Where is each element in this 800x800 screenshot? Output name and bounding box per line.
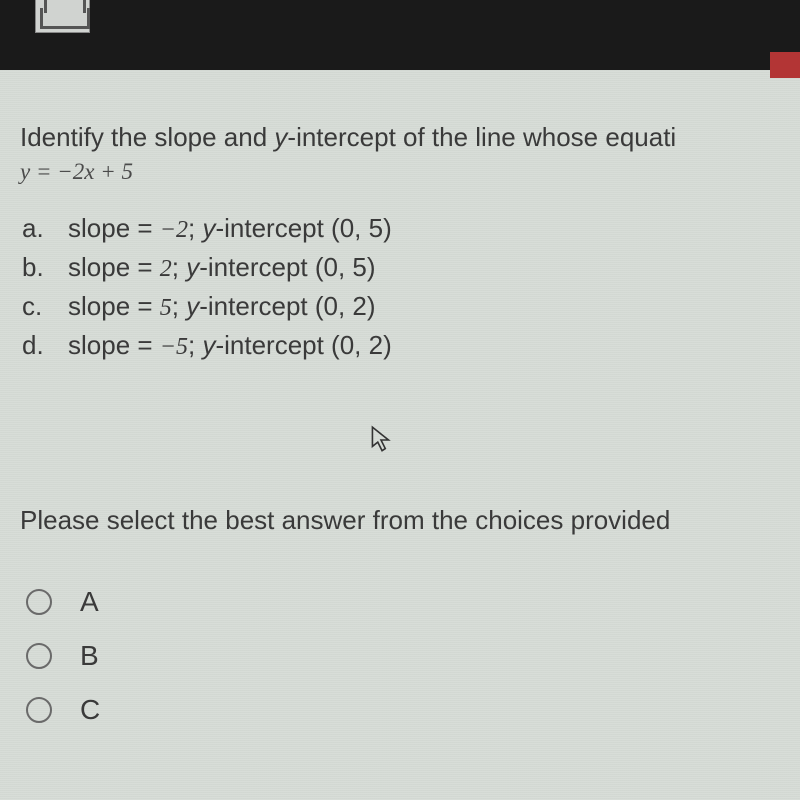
choice-letter: c. [20, 287, 68, 326]
question-panel: Identify the slope and y-intercept of th… [0, 70, 800, 800]
red-accent-mark [770, 52, 800, 78]
choice-a: a. slope = −2; y-intercept (0, 5) [20, 209, 780, 248]
choice-d: d. slope = −5; y-intercept (0, 2) [20, 326, 780, 365]
choice-letter: d. [20, 326, 68, 365]
answer-choices-block: a. slope = −2; y-intercept (0, 5) b. slo… [20, 209, 780, 365]
prompt-y-italic: y [274, 122, 287, 152]
print-icon[interactable] [35, 0, 90, 33]
choice-text: slope = 2; y-intercept (0, 5) [68, 248, 780, 287]
question-prompt: Identify the slope and y-intercept of th… [20, 120, 780, 155]
choice-b: b. slope = 2; y-intercept (0, 5) [20, 248, 780, 287]
instruction-text: Please select the best answer from the c… [20, 505, 780, 536]
equation-line: y = −2x + 5 [20, 159, 780, 185]
cursor-arrow-icon [370, 425, 392, 455]
radio-option-c[interactable]: C [26, 694, 780, 726]
radio-circle-icon[interactable] [26, 589, 52, 615]
choice-text: slope = 5; y-intercept (0, 2) [68, 287, 780, 326]
radio-label: B [80, 640, 99, 672]
radio-option-b[interactable]: B [26, 640, 780, 672]
radio-circle-icon[interactable] [26, 643, 52, 669]
top-toolbar [0, 0, 800, 70]
choice-letter: b. [20, 248, 68, 287]
choice-text: slope = −2; y-intercept (0, 5) [68, 209, 780, 248]
radio-circle-icon[interactable] [26, 697, 52, 723]
choice-text: slope = −5; y-intercept (0, 2) [68, 326, 780, 365]
choice-letter: a. [20, 209, 68, 248]
prompt-text-part1: Identify the slope and [20, 122, 274, 152]
radio-label: C [80, 694, 100, 726]
prompt-text-part2: -intercept of the line whose equati [287, 122, 676, 152]
choice-c: c. slope = 5; y-intercept (0, 2) [20, 287, 780, 326]
radio-answer-group: A B C [20, 586, 780, 726]
radio-label: A [80, 586, 99, 618]
radio-option-a[interactable]: A [26, 586, 780, 618]
